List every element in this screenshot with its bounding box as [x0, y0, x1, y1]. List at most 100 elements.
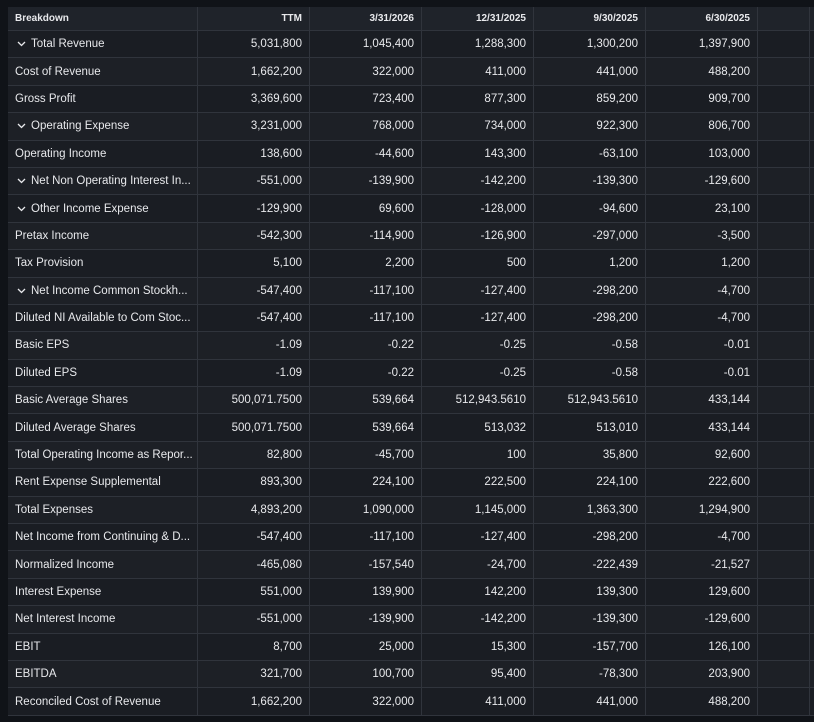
value-cell: 500: [422, 250, 534, 277]
data-row: Operating Income 138,600 -44,600 143,300 -63…: [8, 140, 814, 168]
empty-cell: [810, 278, 814, 304]
value-cell: -117,100: [310, 277, 422, 304]
column-header: 12/31/2025: [422, 7, 534, 30]
value-cell: 806,700: [646, 113, 758, 140]
value-cell: -63,100: [534, 140, 646, 167]
value-cell: -114,900: [310, 222, 422, 250]
expand-chevron[interactable]: [17, 288, 26, 294]
value-cell: 922,300: [534, 113, 646, 140]
value-cell: 5,100: [198, 250, 310, 277]
empty-cell: [758, 85, 810, 113]
empty-cell: [758, 113, 810, 140]
column-header: Breakdown: [8, 7, 198, 30]
empty-cell: [810, 661, 814, 687]
value-cell: 3,231,000: [198, 113, 310, 140]
empty-cell: [810, 168, 814, 194]
value-cell: -0.22: [310, 359, 422, 387]
row-label-cell: Diluted NI Available to Com Stoc...: [8, 304, 198, 332]
empty-cell: [758, 250, 810, 277]
row-label: Reconciled Cost of Revenue: [15, 695, 161, 708]
value-cell: 1,200: [534, 250, 646, 277]
value-cell: -4,700: [646, 304, 758, 332]
value-cell: 488,200: [646, 58, 758, 85]
value-cell: -157,540: [310, 551, 422, 578]
row-label: EBIT: [15, 640, 41, 653]
empty-cell: [758, 359, 810, 387]
empty-cell: [810, 634, 814, 660]
value-cell: -127,400: [422, 277, 534, 304]
empty-cell: [758, 551, 810, 578]
value-cell: 82,800: [198, 441, 310, 469]
value-cell: -547,400: [198, 304, 310, 332]
row-label: Gross Profit: [15, 92, 76, 105]
empty-cell: [810, 7, 814, 30]
row-label-cell: Cost of Revenue: [8, 58, 198, 85]
data-row: Total Operating Income as Repor... 82,800…: [8, 441, 814, 470]
value-cell: 1,288,300: [422, 31, 534, 58]
value-cell: 411,000: [422, 688, 534, 715]
row-label-cell: Operating Income: [8, 140, 198, 167]
row-label-cell: Operating Expense: [8, 113, 198, 140]
value-cell: -129,900: [198, 195, 310, 222]
empty-cell: [758, 524, 810, 551]
value-cell: -4,700: [646, 277, 758, 304]
value-cell: 139,900: [310, 578, 422, 606]
value-cell: -142,200: [422, 606, 534, 633]
empty-cell: [810, 332, 814, 358]
row-label-cell: Net Non Operating Interest In...: [8, 167, 198, 195]
value-cell: -117,100: [310, 524, 422, 551]
empty-cell: [758, 304, 810, 332]
data-row: Net Non Operating Interest In... -551,000…: [8, 167, 814, 196]
value-cell: -297,000: [534, 222, 646, 250]
value-cell: -3,500: [646, 222, 758, 250]
row-label-cell: Gross Profit: [8, 85, 198, 113]
empty-cell: [810, 414, 814, 440]
row-label: Diluted EPS: [15, 366, 78, 379]
value-cell: -139,900: [310, 606, 422, 633]
value-cell: -547,400: [198, 277, 310, 304]
value-cell: 1,363,300: [534, 496, 646, 524]
empty-cell: [758, 578, 810, 606]
empty-cell: [758, 387, 810, 414]
value-cell: 513,010: [534, 414, 646, 441]
data-row: EBIT 8,700 25,000 15,300 -157,700 126,100: [8, 633, 814, 661]
value-cell: 433,144: [646, 387, 758, 414]
expand-chevron[interactable]: [17, 123, 26, 129]
value-cell: 92,600: [646, 441, 758, 469]
expand-chevron[interactable]: [17, 178, 26, 184]
value-cell: 539,664: [310, 387, 422, 414]
row-label-cell: Diluted EPS: [8, 359, 198, 387]
empty-cell: [810, 250, 814, 276]
value-cell: -547,400: [198, 524, 310, 551]
row-label: Diluted Average Shares: [15, 421, 136, 434]
data-row: Operating Expense 3,231,000 768,000 734,000…: [8, 113, 814, 141]
row-label: Interest Expense: [15, 586, 102, 598]
expand-chevron[interactable]: [17, 206, 26, 212]
value-cell: 441,000: [534, 58, 646, 85]
data-row: Reconciled Cost of Revenue 1,662,200 322,0…: [8, 688, 814, 716]
empty-cell: [758, 606, 810, 633]
row-label: Net Income from Continuing & D...: [15, 531, 191, 544]
row-label: Normalized Income: [15, 558, 115, 571]
row-label: Basic Average Shares: [15, 394, 128, 407]
empty-cell: [810, 442, 814, 468]
data-row: EBITDA 321,700 100,700 95,400 -78,300 203,900: [8, 660, 814, 689]
value-cell: -127,400: [422, 524, 534, 551]
financials-table: Breakdown TTM 3/31/2026 12/31/2025 9/30/2025…: [8, 7, 814, 716]
empty-cell: [810, 305, 814, 331]
value-cell: -127,400: [422, 304, 534, 332]
value-cell: -129,600: [646, 167, 758, 195]
value-cell: -0.25: [422, 359, 534, 387]
value-cell: -44,600: [310, 140, 422, 167]
value-cell: -0.01: [646, 359, 758, 387]
value-cell: 1,090,000: [310, 496, 422, 524]
row-label: Tax Provision: [15, 257, 84, 270]
value-cell: 100: [422, 441, 534, 469]
value-cell: -24,700: [422, 551, 534, 578]
empty-cell: [758, 31, 810, 58]
value-cell: 143,300: [422, 140, 534, 167]
value-cell: -298,200: [534, 277, 646, 304]
value-cell: 909,700: [646, 85, 758, 113]
empty-cell: [758, 441, 810, 469]
expand-chevron[interactable]: [17, 41, 26, 47]
